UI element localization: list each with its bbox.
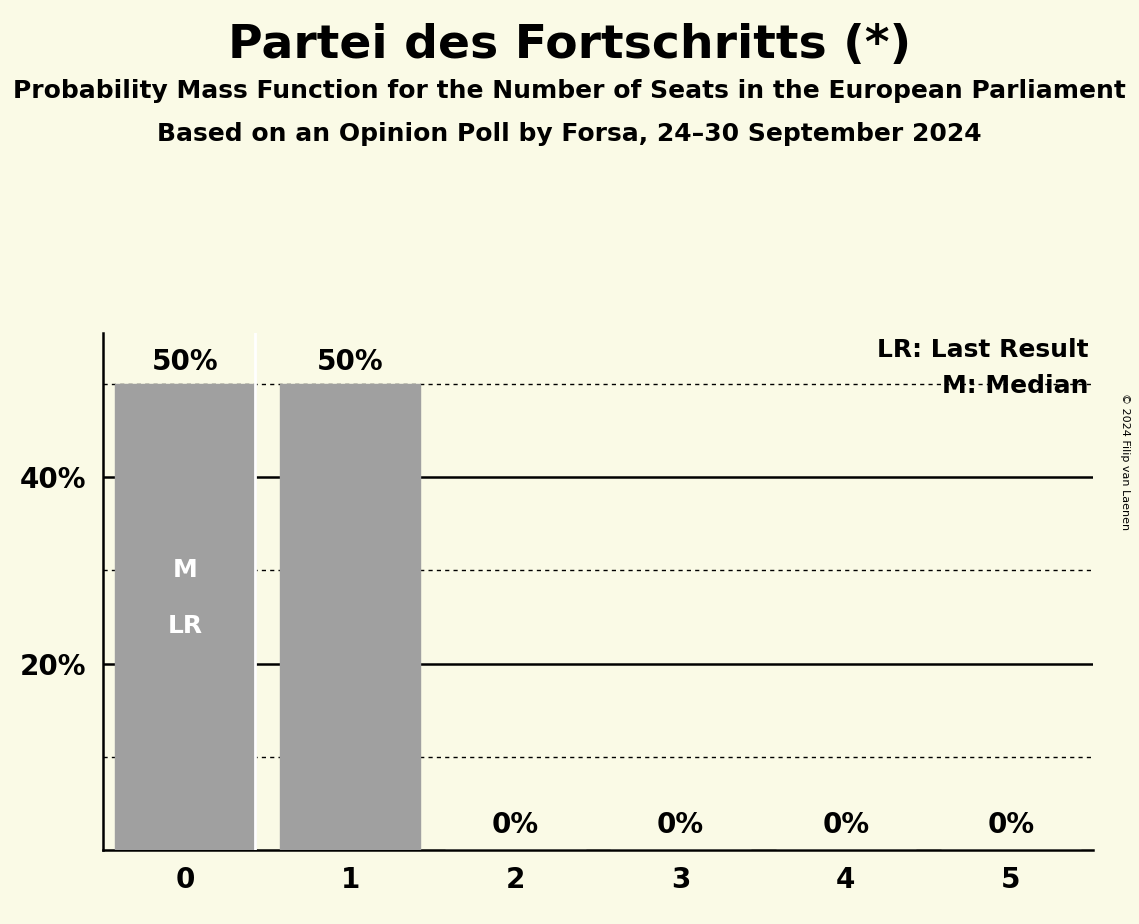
Text: 0%: 0% bbox=[657, 811, 704, 839]
Text: M: M bbox=[173, 558, 197, 582]
Text: 50%: 50% bbox=[317, 348, 384, 376]
Text: 0%: 0% bbox=[988, 811, 1034, 839]
Text: 50%: 50% bbox=[151, 348, 219, 376]
Text: Partei des Fortschritts (*): Partei des Fortschritts (*) bbox=[228, 23, 911, 68]
Text: LR: LR bbox=[167, 614, 203, 638]
Text: LR: Last Result: LR: Last Result bbox=[877, 338, 1089, 362]
Text: M: Median: M: Median bbox=[942, 374, 1089, 398]
Bar bbox=[280, 383, 420, 850]
Text: 0%: 0% bbox=[492, 811, 539, 839]
Text: 0%: 0% bbox=[822, 811, 869, 839]
Bar bbox=[115, 383, 255, 850]
Text: Based on an Opinion Poll by Forsa, 24–30 September 2024: Based on an Opinion Poll by Forsa, 24–30… bbox=[157, 122, 982, 146]
Text: © 2024 Filip van Laenen: © 2024 Filip van Laenen bbox=[1121, 394, 1130, 530]
Text: Probability Mass Function for the Number of Seats in the European Parliament: Probability Mass Function for the Number… bbox=[13, 79, 1126, 103]
